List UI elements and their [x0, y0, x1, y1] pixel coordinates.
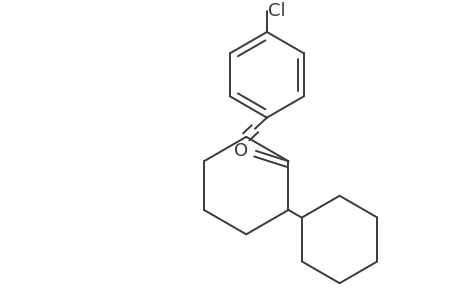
Text: O: O [234, 142, 248, 160]
Text: Cl: Cl [268, 2, 285, 20]
